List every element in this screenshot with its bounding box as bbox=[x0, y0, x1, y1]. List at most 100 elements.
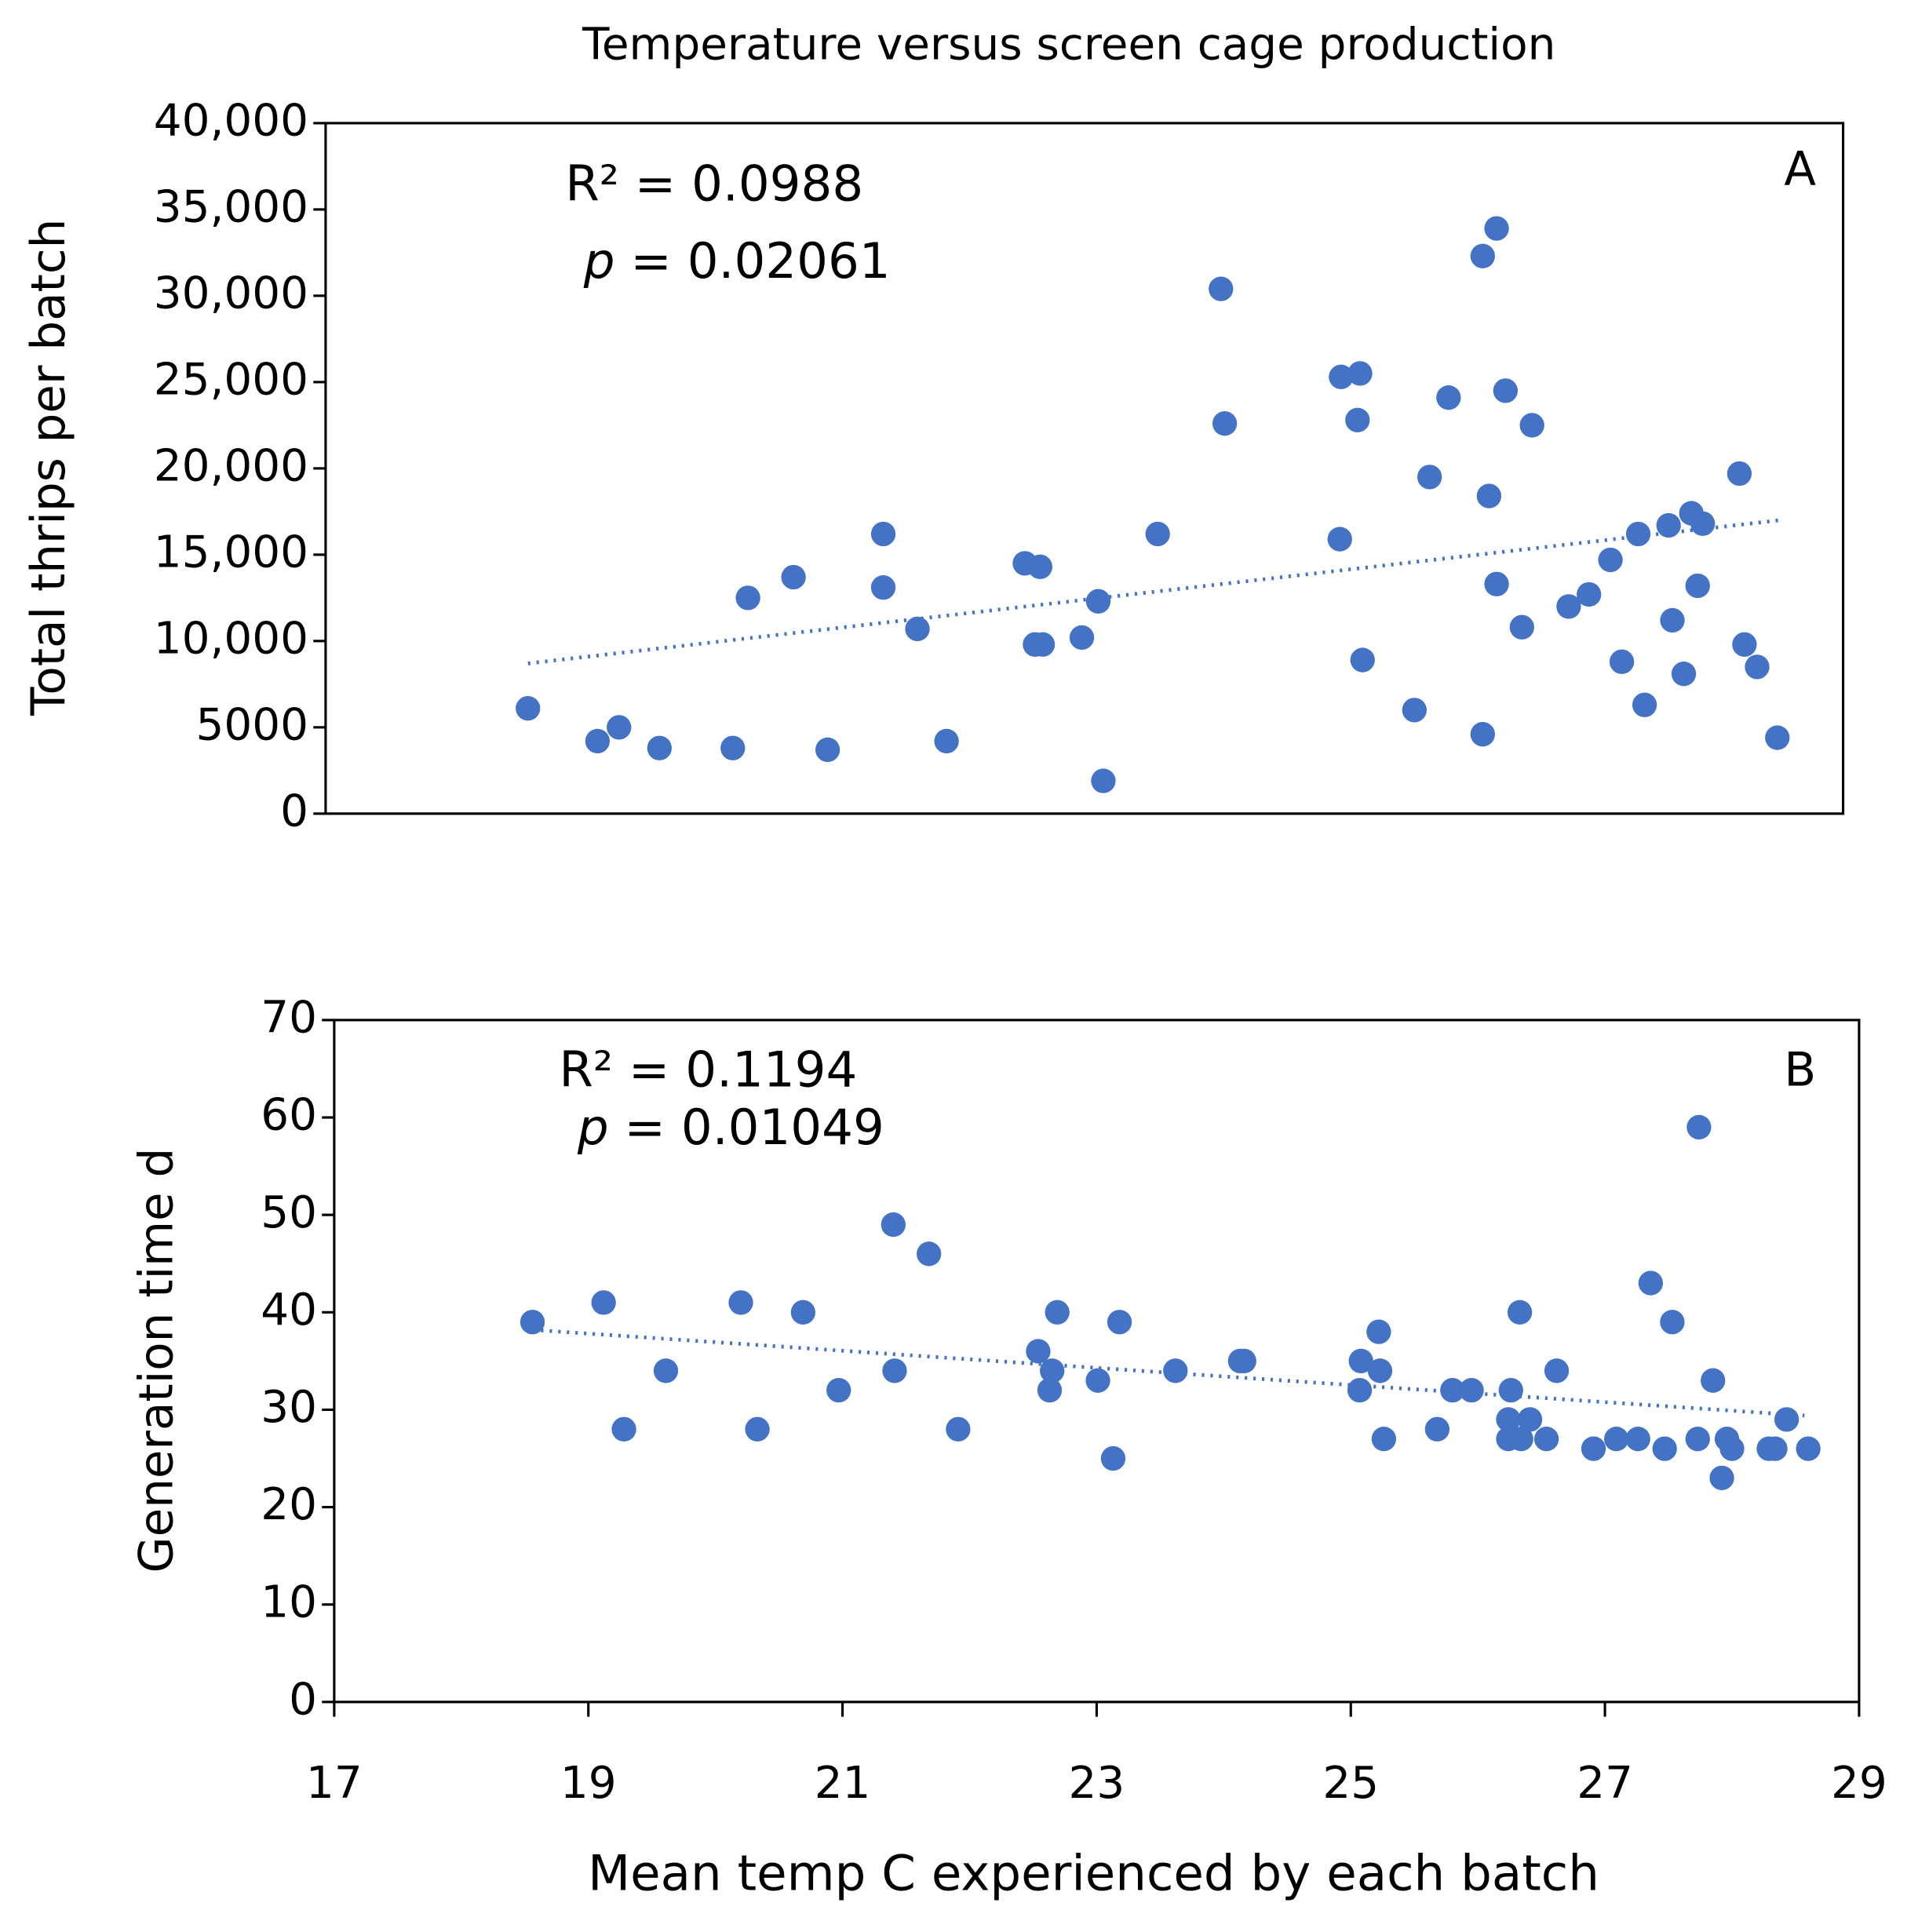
point bbox=[1493, 378, 1518, 403]
point bbox=[1476, 483, 1502, 509]
point bbox=[1709, 1465, 1734, 1491]
point bbox=[1701, 1368, 1726, 1393]
point bbox=[1625, 1427, 1650, 1452]
x-tick-label: 27 bbox=[1577, 1758, 1633, 1809]
point bbox=[882, 1358, 907, 1383]
y-tick-label: 0 bbox=[289, 1674, 317, 1725]
point bbox=[1652, 1436, 1677, 1461]
y-tick-label: 15,000 bbox=[154, 527, 308, 578]
point bbox=[1796, 1436, 1821, 1461]
point bbox=[1085, 1368, 1110, 1393]
point bbox=[1040, 1358, 1065, 1383]
point bbox=[1609, 649, 1635, 674]
point bbox=[1544, 1358, 1570, 1383]
y-tick-label: 30 bbox=[261, 1382, 317, 1433]
point bbox=[1656, 512, 1681, 538]
panel-label: B bbox=[1784, 1043, 1816, 1097]
point bbox=[946, 1416, 971, 1442]
y-tick-label: 20 bbox=[261, 1479, 317, 1530]
x-tick-label: 19 bbox=[560, 1758, 617, 1809]
point bbox=[1069, 625, 1095, 651]
y-tick-label: 25,000 bbox=[154, 355, 308, 406]
point bbox=[1212, 411, 1238, 436]
y-tick-label: 5000 bbox=[196, 699, 308, 750]
y-tick-label: 70 bbox=[261, 993, 317, 1044]
y-tick-label: 35,000 bbox=[154, 182, 308, 233]
point bbox=[1519, 413, 1544, 438]
point bbox=[1763, 1436, 1788, 1461]
point bbox=[1604, 1427, 1629, 1452]
point bbox=[647, 735, 672, 760]
point bbox=[1085, 589, 1111, 614]
point bbox=[1671, 662, 1697, 687]
point bbox=[1366, 1319, 1391, 1344]
point bbox=[1719, 1436, 1745, 1461]
point bbox=[1632, 692, 1657, 717]
point bbox=[1417, 465, 1442, 490]
point bbox=[1765, 725, 1790, 750]
point bbox=[1484, 216, 1509, 241]
point bbox=[1371, 1427, 1397, 1452]
point bbox=[1498, 1377, 1523, 1403]
point bbox=[1163, 1358, 1188, 1383]
x-tick-label: 29 bbox=[1831, 1758, 1887, 1809]
point bbox=[1686, 1114, 1712, 1140]
point bbox=[1496, 1407, 1521, 1432]
annotation: p = 0.01049 bbox=[577, 1099, 884, 1156]
point bbox=[591, 1290, 616, 1315]
point bbox=[1091, 768, 1116, 793]
point bbox=[1508, 1427, 1533, 1452]
point bbox=[1209, 276, 1234, 301]
point bbox=[1509, 614, 1534, 640]
point bbox=[1470, 243, 1495, 268]
point bbox=[870, 521, 896, 547]
point bbox=[1026, 1339, 1051, 1364]
point bbox=[585, 728, 611, 754]
point bbox=[1350, 647, 1375, 673]
point bbox=[607, 715, 632, 740]
chart-title: Temperature versus screen cage productio… bbox=[582, 19, 1555, 70]
point bbox=[1100, 1445, 1126, 1471]
point bbox=[1533, 1427, 1559, 1452]
point bbox=[1690, 511, 1716, 536]
annotation: R² = 0.1194 bbox=[559, 1041, 857, 1098]
point bbox=[1345, 407, 1370, 432]
y-tick-label: 20,000 bbox=[154, 441, 308, 492]
point bbox=[1732, 632, 1757, 657]
point bbox=[1625, 521, 1651, 547]
trendline bbox=[527, 518, 1781, 665]
point bbox=[1440, 1377, 1465, 1403]
point bbox=[1107, 1310, 1132, 1335]
point bbox=[1347, 361, 1373, 386]
point bbox=[881, 1212, 906, 1238]
point bbox=[1638, 1270, 1664, 1296]
plot-frame bbox=[324, 122, 1845, 815]
x-tick-label: 17 bbox=[306, 1758, 363, 1809]
annotation: R² = 0.0988 bbox=[565, 155, 863, 212]
point bbox=[1581, 1436, 1606, 1461]
y-tick-label: 30,000 bbox=[154, 268, 308, 319]
point bbox=[745, 1416, 770, 1442]
x-tick-label: 23 bbox=[1069, 1758, 1125, 1809]
y-axis-label: Total thrips per batch bbox=[22, 219, 76, 716]
point bbox=[1660, 607, 1685, 633]
point bbox=[905, 616, 930, 642]
point bbox=[720, 735, 746, 760]
y-tick-label: 10,000 bbox=[154, 613, 308, 664]
point bbox=[1484, 571, 1509, 596]
point bbox=[1402, 698, 1427, 723]
annotation: p = 0.02061 bbox=[583, 232, 891, 290]
point bbox=[1037, 1377, 1063, 1403]
point bbox=[934, 728, 959, 754]
point bbox=[870, 575, 896, 600]
plot-frame bbox=[333, 1019, 1861, 1704]
point bbox=[1145, 521, 1170, 547]
point bbox=[653, 1358, 679, 1383]
point bbox=[1367, 1358, 1393, 1383]
panel-label: A bbox=[1784, 143, 1816, 197]
point bbox=[1424, 1416, 1450, 1442]
point bbox=[1577, 581, 1602, 607]
y-tick-label: 50 bbox=[261, 1187, 317, 1238]
